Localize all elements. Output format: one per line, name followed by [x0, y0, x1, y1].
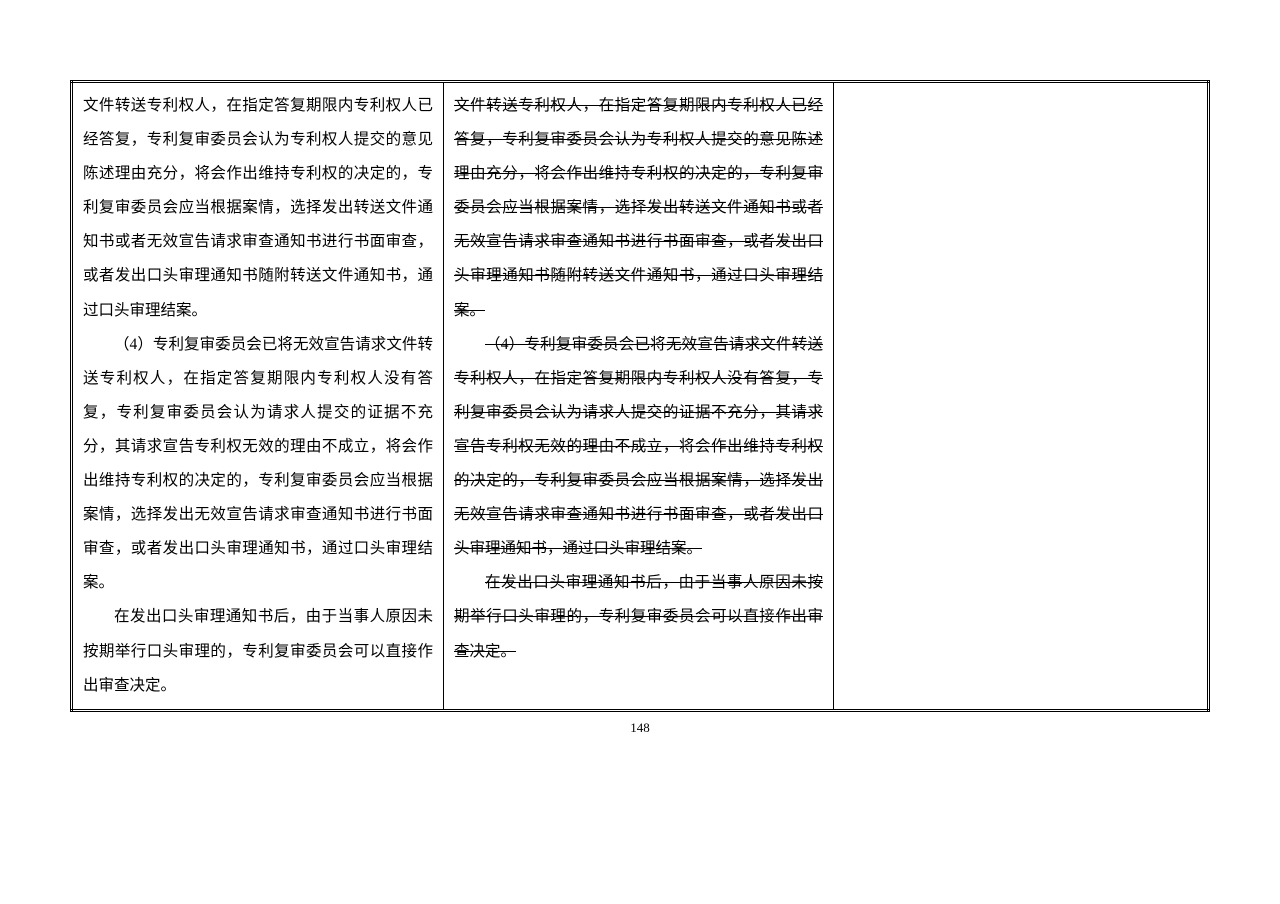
middle-column-cell: 文件转送专利权人，在指定答复期限内专利权人已经答复，专利复审委员会认为专利权人提… — [444, 82, 834, 711]
comparison-table: 文件转送专利权人，在指定答复期限内专利权人已经答复，专利复审委员会认为专利权人提… — [70, 80, 1210, 712]
middle-text-block: 文件转送专利权人，在指定答复期限内专利权人已经答复，专利复审委员会认为专利权人提… — [454, 89, 823, 669]
middle-part3: 在发出口头审理通知书后，由于当事人原因未按期举行口头审理的，专利复审委员会可以直… — [454, 566, 823, 668]
left-part3: 在发出口头审理通知书后，由于当事人原因未按期举行口头审理的，专利复审委员会可以直… — [83, 600, 433, 702]
left-part1: 文件转送专利权人，在指定答复期限内专利权人已经答复，专利复审委员会认为专利权人提… — [83, 97, 433, 319]
middle-part2: （4）专利复审委员会已将无效宣告请求文件转送专利权人，在指定答复期限内专利权人没… — [454, 328, 823, 567]
left-text-block: 文件转送专利权人，在指定答复期限内专利权人已经答复，专利复审委员会认为专利权人提… — [83, 89, 433, 703]
right-column-cell — [834, 82, 1209, 711]
left-column-cell: 文件转送专利权人，在指定答复期限内专利权人已经答复，专利复审委员会认为专利权人提… — [72, 82, 444, 711]
middle-part1: 文件转送专利权人，在指定答复期限内专利权人已经答复，专利复审委员会认为专利权人提… — [454, 97, 823, 319]
left-part2: （4）专利复审委员会已将无效宣告请求文件转送专利权人，在指定答复期限内专利权人没… — [83, 328, 433, 601]
table-row: 文件转送专利权人，在指定答复期限内专利权人已经答复，专利复审委员会认为专利权人提… — [72, 82, 1209, 711]
page-container: 文件转送专利权人，在指定答复期限内专利权人已经答复，专利复审委员会认为专利权人提… — [0, 0, 1280, 904]
page-number: 148 — [70, 720, 1210, 736]
